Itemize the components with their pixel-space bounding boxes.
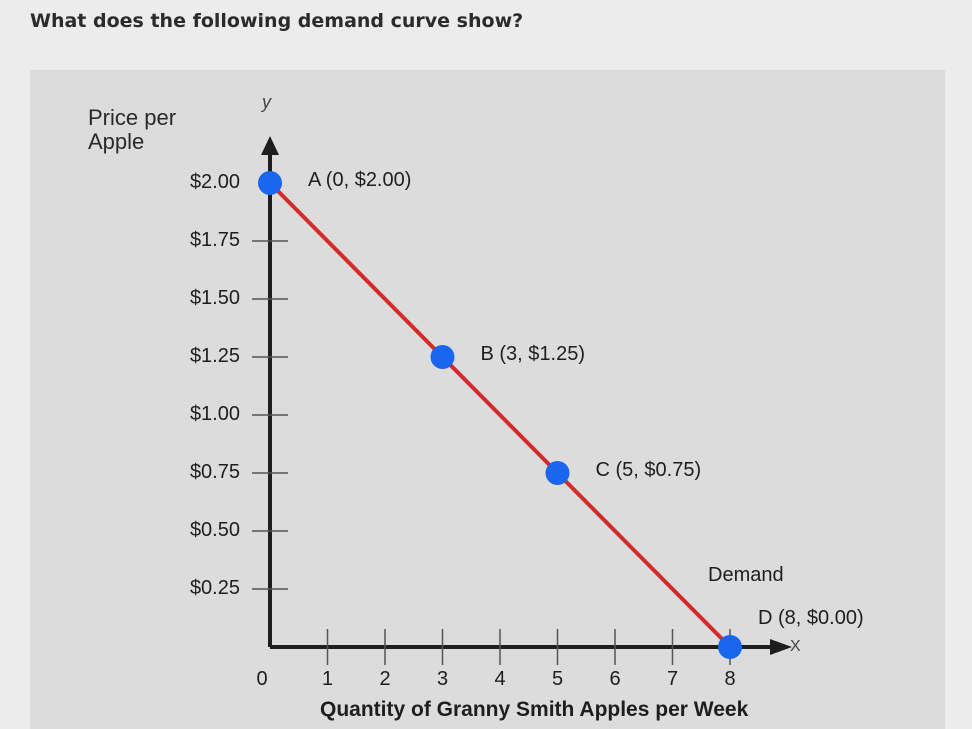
y-axis-name: y	[262, 92, 271, 112]
data-point	[258, 171, 282, 195]
chart-panel	[30, 70, 945, 729]
x-tick-label: 6	[609, 668, 621, 690]
x-tick-label: 2	[379, 668, 391, 690]
series-name-label: Demand	[708, 564, 784, 586]
y-tick-label: $0.50	[189, 519, 240, 541]
axes	[261, 136, 792, 655]
x-tick-label: 0	[256, 668, 268, 690]
x-tick-label: 7	[666, 668, 679, 690]
x-axis-name: X	[790, 638, 801, 655]
y-tick-label: $0.25	[189, 577, 240, 599]
y-tick-label: $1.75	[189, 229, 240, 251]
point-label: A (0, $2.00)	[308, 169, 412, 191]
question-text: What does the following demand curve sho…	[30, 10, 524, 32]
x-tick-label: 4	[494, 668, 506, 690]
x-tick-label: 1	[321, 668, 334, 690]
x-tick-label: 8	[724, 668, 736, 690]
y-tick-label: $1.25	[189, 345, 240, 367]
x-axis-label: Quantity of Granny Smith Apples per Week	[320, 698, 749, 721]
point-label: C (5, $0.75)	[595, 459, 702, 481]
data-point	[545, 461, 570, 485]
y-tick-label: $1.50	[189, 287, 240, 309]
x-tick-label: 3	[436, 668, 449, 690]
series-lines	[268, 181, 732, 649]
y-axis-arrowhead	[261, 136, 279, 155]
y-tick-label: $0.75	[189, 461, 240, 483]
x-axis-arrowhead	[770, 639, 792, 655]
point-label: B (3, $1.25)	[480, 343, 586, 365]
y-axis-label: Price per Apple	[88, 105, 177, 154]
data-points	[258, 171, 742, 659]
data-point	[430, 345, 455, 369]
x-tick-label: 5	[551, 668, 564, 690]
point-label: D (8, $0.00)	[758, 607, 864, 629]
y-tick-label: $2.00	[189, 171, 240, 193]
data-point	[718, 635, 742, 659]
tick-marks	[252, 240, 731, 665]
demand-line	[268, 181, 732, 649]
y-tick-label: $1.00	[189, 403, 240, 425]
